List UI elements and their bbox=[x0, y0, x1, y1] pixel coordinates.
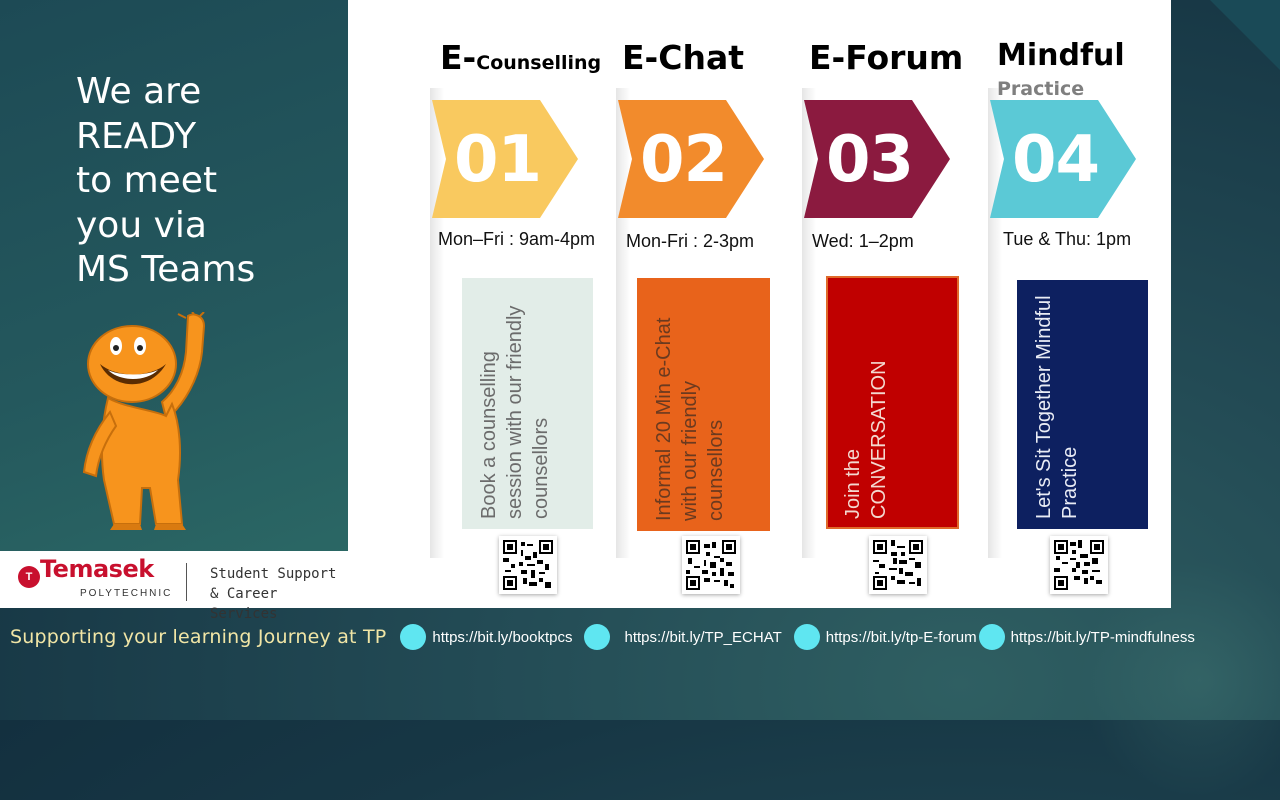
description-box-counselling: Book a counselling session with our frie… bbox=[462, 278, 593, 529]
link-echat[interactable]: https://bit.ly/TP_ECHAT bbox=[624, 628, 782, 646]
services-panel: E-Counselling 01 Mon–Fri : 9am-4pm Book … bbox=[348, 0, 1171, 608]
description-box-echat: Informal 20 Min e-Chat with our friendly… bbox=[637, 278, 770, 531]
logo-divider bbox=[186, 563, 187, 601]
cyan-dot-icon bbox=[793, 624, 820, 650]
logo-subtitle: POLYTECHNIC bbox=[80, 588, 173, 599]
footer-bar: Supporting your learning Journey at TP h… bbox=[10, 622, 1203, 652]
schedule-eforum: Wed: 1–2pm bbox=[812, 231, 914, 251]
cyan-dot-icon bbox=[978, 624, 1005, 650]
temasek-emblem-icon: T bbox=[18, 566, 40, 588]
description-echat: Informal 20 Min e-Chat with our friendly… bbox=[653, 317, 727, 521]
service-number: 01 bbox=[454, 123, 542, 197]
service-title-main: E- bbox=[440, 38, 477, 77]
description-eforum: Join the CONVERSATION bbox=[842, 360, 890, 519]
cyan-dot-icon bbox=[584, 624, 611, 650]
temasek-logo-panel: T Temasek POLYTECHNIC Student Support & … bbox=[0, 551, 348, 622]
service-title-main: E-Chat bbox=[622, 38, 744, 77]
schedule-mindful: Tue & Thu: 1pm bbox=[1003, 229, 1132, 249]
schedule-echat: Mon-Fri : 2-3pm bbox=[626, 231, 755, 251]
service-title-counselling: E-Counselling bbox=[440, 38, 601, 77]
number-arrow-03: 03 bbox=[804, 100, 950, 218]
service-title-main: Mindful bbox=[997, 38, 1125, 73]
description-box-mindful: Let's Sit Together Mindful Practice bbox=[1017, 280, 1148, 529]
qr-code-icon[interactable] bbox=[682, 536, 740, 594]
service-title-mindful: Mindful bbox=[997, 38, 1125, 73]
link-mindfulness[interactable]: https://bit.ly/TP-mindfulness bbox=[1010, 628, 1195, 646]
qr-code-icon[interactable] bbox=[1050, 536, 1108, 594]
tagline: Supporting your learning Journey at TP bbox=[10, 626, 387, 648]
schedule-counselling: Mon–Fri : 9am-4pm bbox=[438, 229, 596, 249]
headline: We are READY to meet you via MS Teams bbox=[76, 71, 256, 291]
number-arrow-02: 02 bbox=[618, 100, 764, 218]
service-title-small: Counselling bbox=[476, 52, 602, 74]
number-arrow-04: 04 bbox=[990, 100, 1136, 218]
service-title-eforum: E-Forum bbox=[809, 38, 963, 77]
logo-department: Student Support & Career Services bbox=[210, 566, 337, 622]
number-arrow-01: 01 bbox=[432, 100, 578, 218]
description-counselling: Book a counselling session with our frie… bbox=[478, 305, 552, 519]
cyan-dot-icon bbox=[400, 624, 427, 650]
service-title-main: E-Forum bbox=[809, 38, 964, 77]
logo-name: Temasek bbox=[40, 555, 154, 583]
link-eforum[interactable]: https://bit.ly/tp-E-forum bbox=[825, 628, 977, 646]
qr-code-icon[interactable] bbox=[869, 536, 927, 594]
service-title-echat: E-Chat bbox=[622, 38, 744, 77]
service-number: 04 bbox=[1012, 123, 1100, 197]
service-number: 03 bbox=[826, 123, 914, 197]
description-box-eforum: Join the CONVERSATION bbox=[826, 276, 959, 529]
description-mindful: Let's Sit Together Mindful Practice bbox=[1033, 295, 1081, 519]
decorative-corner bbox=[1210, 0, 1280, 70]
qr-code-icon[interactable] bbox=[499, 536, 557, 594]
link-booktpcs[interactable]: https://bit.ly/booktpcs bbox=[432, 628, 573, 646]
service-subtitle-practice: Practice bbox=[997, 78, 1085, 100]
service-number: 02 bbox=[640, 123, 728, 197]
waving-figure-icon bbox=[80, 311, 220, 539]
